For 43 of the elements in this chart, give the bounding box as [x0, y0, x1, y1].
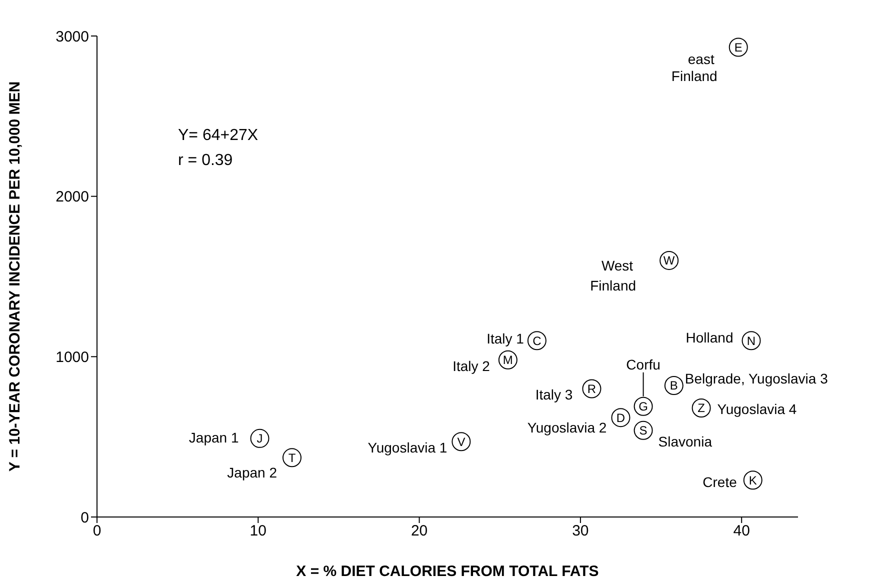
x-tick-label: 40: [733, 522, 750, 540]
data-label: K: [748, 473, 757, 488]
annotation: Japan 2: [227, 464, 278, 481]
annotation: Slavonia: [658, 433, 712, 450]
annotation: Italy 2: [452, 358, 490, 374]
annotation: Yugoslavia 1: [368, 440, 448, 456]
data-label: Z: [698, 401, 705, 416]
data-label: E: [734, 40, 742, 54]
annotation: east Finland: [671, 51, 718, 84]
y-tick-label: 1000: [56, 348, 89, 366]
annotation: West Finland: [590, 257, 636, 294]
data-label: W: [663, 254, 676, 268]
x-tick-label: 30: [572, 522, 589, 540]
x-tick-label: 10: [250, 522, 266, 540]
y-tick-label: 2000: [56, 188, 89, 206]
annotation: Italy 3: [535, 386, 573, 403]
annotation: Yugoslavia 2: [527, 419, 607, 436]
data-label: B: [670, 378, 678, 393]
data-label: T: [288, 450, 296, 465]
annotation: Yugoslavia 4: [717, 400, 797, 417]
x-tick-label: 20: [410, 522, 428, 540]
annotation: Y= 64+27X: [178, 126, 258, 146]
data-label: D: [616, 410, 626, 425]
data-label: M: [502, 353, 513, 368]
annotation: r = 0.39: [178, 151, 234, 171]
data-label: J: [256, 432, 263, 446]
annotation: Italy 1: [486, 330, 524, 347]
annotation: Crete: [702, 474, 738, 490]
data-label: C: [532, 334, 542, 348]
y-tick-label: 0: [80, 509, 89, 526]
x-tick-label: 0: [92, 522, 102, 540]
annotation: Japan 1: [188, 429, 239, 446]
data-label: G: [638, 400, 648, 414]
data-label: S: [639, 424, 648, 438]
annotation: Corfu: [626, 356, 660, 372]
data-label: V: [457, 434, 466, 449]
annotation: Belgrade, Yugoslavia 3: [684, 370, 828, 386]
y-axis-title: Y = 10-YEAR CORONARY INCIDENCE PER 10,000 MEN: [6, 81, 24, 472]
data-label: N: [746, 334, 756, 348]
data-label: R: [587, 382, 596, 396]
annotation: Holland: [686, 330, 734, 346]
y-tick-label: 3000: [56, 28, 89, 46]
x-axis-title: X = % DIET CALORIES FROM TOTAL FATS: [296, 563, 599, 580]
